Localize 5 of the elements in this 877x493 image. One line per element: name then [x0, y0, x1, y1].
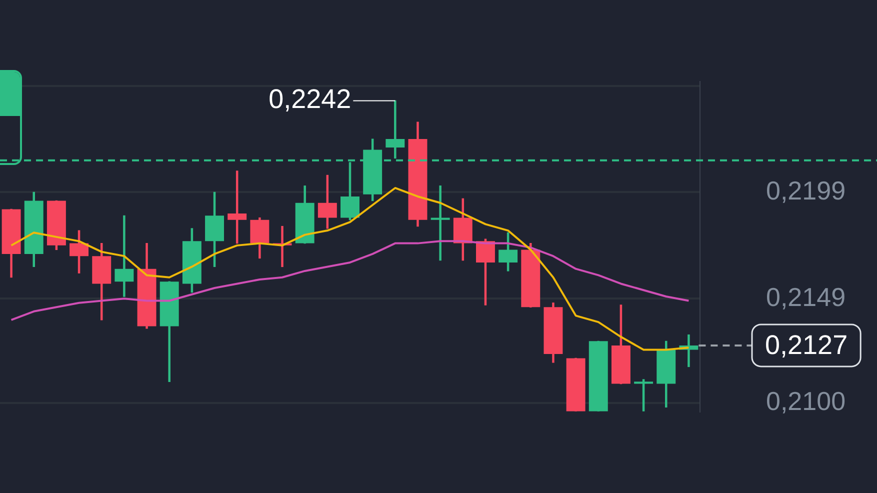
y-tick-label: 0,2149 [766, 282, 846, 312]
ref-line-label: 0,2127 [765, 330, 848, 360]
annotation: 0,2242 [268, 84, 352, 114]
y-tick-label: 0,2100 [766, 386, 846, 416]
y-tick-label: 0,2199 [766, 175, 846, 206]
